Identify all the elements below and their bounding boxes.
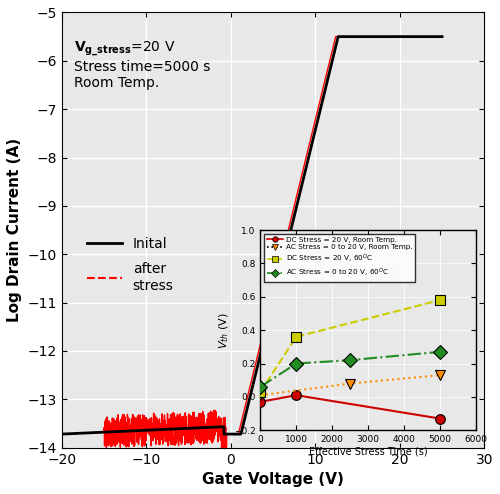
Y-axis label: Log Drain Current (A): Log Drain Current (A) xyxy=(7,138,22,322)
X-axis label: Gate Voltage (V): Gate Voltage (V) xyxy=(202,472,344,487)
Text: $\mathbf{V_{g\_stress}}$=20 V
Stress time=5000 s
Room Temp.: $\mathbf{V_{g\_stress}}$=20 V Stress tim… xyxy=(74,39,211,90)
Legend: Inital, after
stress: Inital, after stress xyxy=(82,232,179,298)
